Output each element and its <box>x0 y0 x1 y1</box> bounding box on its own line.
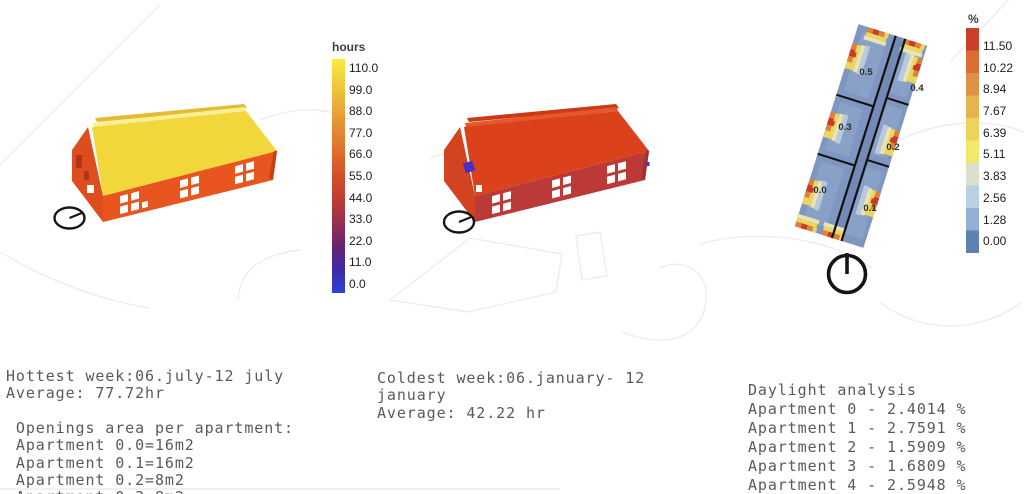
north-compass-icon <box>53 206 86 230</box>
roof-ridge-highlight <box>465 107 618 127</box>
caption-line: Openings area per apartment: <box>6 419 294 437</box>
hours-legend: hours 110.0 99.0 88.0 77.0 66.0 55.0 44.0 33.0 2… <box>332 40 378 293</box>
legend-tick-label: 10.22 <box>983 60 1014 75</box>
coldest-week-building-render <box>442 104 650 234</box>
legend-tick-label: 0.0 <box>349 276 366 291</box>
hottest-caption: Hottest week:06.july-12 july Average: 77.… <box>6 314 284 403</box>
caption-line: Apartment 1 - 2.7591 % <box>748 419 967 438</box>
legend-tick-label: 55.0 <box>349 168 373 183</box>
gable-windows <box>462 160 650 192</box>
legend-tick-label: 6.39 <box>983 125 1007 140</box>
legend-tick-label: 8.94 <box>983 82 1007 97</box>
legend-tick-label: 2.56 <box>983 190 1007 205</box>
legend-tick-label: 0.00 <box>983 234 1007 249</box>
percent-colorbar <box>966 28 979 253</box>
legend-tick-label: 1.28 <box>983 212 1007 227</box>
caption-line: Apartment 2 - 1.5909 % <box>748 438 967 457</box>
caption-line: Apartment 0.3=8m2 <box>6 488 294 494</box>
caption-line: Average: 77.72hr <box>6 384 165 403</box>
north-arrow-icon <box>826 253 868 295</box>
apartment-labels: 0.5 0.4 0.3 0.2 0.0 0.1 <box>813 67 924 214</box>
apartment-label: 0.4 <box>910 83 924 94</box>
hours-legend-title: hours <box>332 40 366 54</box>
plan-corridor <box>831 35 906 242</box>
caption-line: january <box>377 386 447 405</box>
hours-legend-ticks: 110.0 99.0 88.0 77.0 66.0 55.0 44.0 33.0 22.0 11.… <box>349 58 378 296</box>
percent-legend: % 11.50 10.22 8.94 7.67 6.39 5.11 3.83 2.56 1.28… <box>966 12 1013 253</box>
front-windows <box>120 161 254 215</box>
apartment-label: 0.0 <box>813 185 826 196</box>
legend-tick-label: 66.0 <box>349 147 373 162</box>
east-end-sliver <box>641 151 649 180</box>
front-wall <box>475 151 649 222</box>
hottest-week-building-render <box>53 104 277 230</box>
apartment-label: 0.5 <box>859 67 873 78</box>
roof-back-plane <box>467 104 619 122</box>
legend-tick-label: 77.0 <box>349 125 373 140</box>
gable-end-wall <box>444 127 475 222</box>
caption-line: Hottest week:06.july-12 july <box>6 367 285 385</box>
caption-line: Daylight analysis <box>748 381 917 399</box>
legend-tick-label: 5.11 <box>983 147 1006 162</box>
legend-tick-label: 99.0 <box>349 82 373 97</box>
legend-tick-label: 22.0 <box>349 233 373 248</box>
legend-tick-label: 7.67 <box>983 104 1007 119</box>
caption-line: Apartment 0 - 2.4014 % <box>748 400 967 419</box>
legend-tick-label: 3.83 <box>983 169 1007 184</box>
caption-line: Coldest week:06.january- 12 <box>377 369 646 387</box>
daylight-caption: Daylight analysis Apartment 0 - 2.4014 % A… <box>748 327 966 494</box>
east-end-sliver <box>269 151 277 180</box>
plan-partition-lines <box>817 35 909 242</box>
plan-rotated-group <box>793 24 928 248</box>
apartment-label: 0.2 <box>886 142 899 153</box>
legend-tick-label: 44.0 <box>349 190 373 205</box>
front-windows <box>492 161 626 215</box>
legend-tick-label: 11.50 <box>983 39 1013 53</box>
percent-legend-title: % <box>968 12 979 26</box>
hours-colorbar <box>332 59 345 293</box>
roof-front-plane <box>464 111 649 196</box>
gable-windows <box>76 155 94 193</box>
daylight-plan-heatmap: 0.5 0.4 0.3 0.2 0.0 0.1 <box>793 24 928 295</box>
caption-line: Apartment 0.2=8m2 <box>6 470 185 489</box>
coldest-caption: Coldest week:06.january- 12 january Averag… <box>377 316 645 422</box>
caption-line: Apartment 0.1=16m2 <box>6 453 195 472</box>
legend-tick-label: 11.0 <box>349 255 372 270</box>
apartment-label: 0.1 <box>863 203 877 214</box>
legend-tick-label: 88.0 <box>349 104 373 119</box>
percent-legend-ticks: 11.50 10.22 8.94 7.67 6.39 5.11 3.83 2.56 1.28 0.… <box>983 36 1013 253</box>
roof-back-plane <box>95 104 247 122</box>
caption-line: Apartment 3 - 1.6809 % <box>748 457 967 476</box>
north-compass-icon <box>442 210 476 234</box>
roof-front-plane <box>92 111 277 196</box>
caption-line: Apartment 0.0=16m2 <box>6 436 195 455</box>
caption-line: Apartment 4 - 2.5948 % <box>748 476 967 494</box>
caption-line: Average: 42.22 hr <box>377 403 546 422</box>
legend-tick-label: 33.0 <box>349 212 373 227</box>
apartment-label: 0.3 <box>838 122 851 133</box>
roof-ridge-highlight <box>93 107 246 127</box>
legend-tick-label: 110.0 <box>349 61 379 75</box>
openings-caption: Openings area per apartment: Apartment 0… <box>6 366 294 494</box>
